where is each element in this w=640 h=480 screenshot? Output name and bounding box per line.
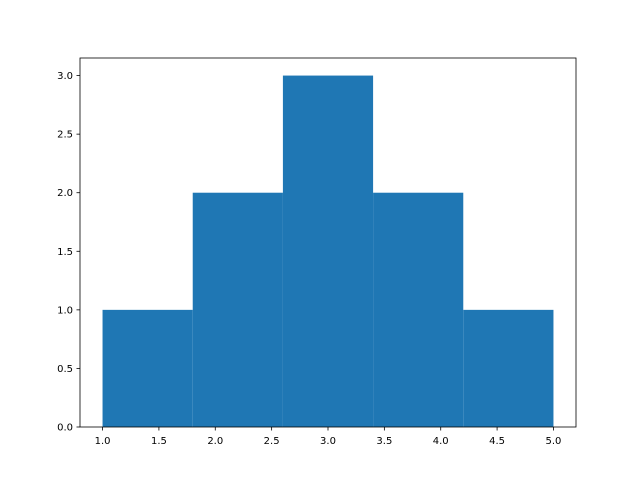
y-tick-label: 2.5 bbox=[57, 130, 73, 141]
y-tick-label: 0.5 bbox=[57, 364, 73, 375]
histogram-bar bbox=[192, 192, 283, 427]
x-tick-label: 3.0 bbox=[320, 436, 336, 447]
x-tick-label: 2.0 bbox=[207, 436, 223, 447]
x-tick-label: 3.5 bbox=[376, 436, 392, 447]
y-tick-label: 1.0 bbox=[57, 305, 73, 316]
y-tick-label: 1.5 bbox=[57, 247, 73, 258]
histogram-bar bbox=[282, 75, 374, 428]
y-tick-label: 2.0 bbox=[57, 188, 73, 199]
histogram-bar bbox=[102, 309, 193, 427]
histogram-bar bbox=[373, 192, 464, 427]
x-axis: 1.0 1.5 2.0 2.5 3.0 3.5 4.0 4.5 5.0 bbox=[95, 427, 562, 447]
y-tick-label: 3.0 bbox=[57, 71, 73, 82]
x-tick-label: 2.5 bbox=[264, 436, 280, 447]
x-tick-label: 4.5 bbox=[489, 436, 505, 447]
y-tick-label: 0.0 bbox=[57, 423, 73, 434]
y-axis: 0.0 0.5 1.0 1.5 2.0 2.5 3.0 bbox=[57, 71, 80, 434]
x-tick-label: 5.0 bbox=[546, 436, 562, 447]
x-tick-label: 1.0 bbox=[95, 436, 111, 447]
histogram-bar bbox=[463, 309, 554, 427]
x-tick-label: 1.5 bbox=[151, 436, 167, 447]
bars bbox=[102, 75, 554, 428]
x-tick-label: 4.0 bbox=[433, 436, 449, 447]
